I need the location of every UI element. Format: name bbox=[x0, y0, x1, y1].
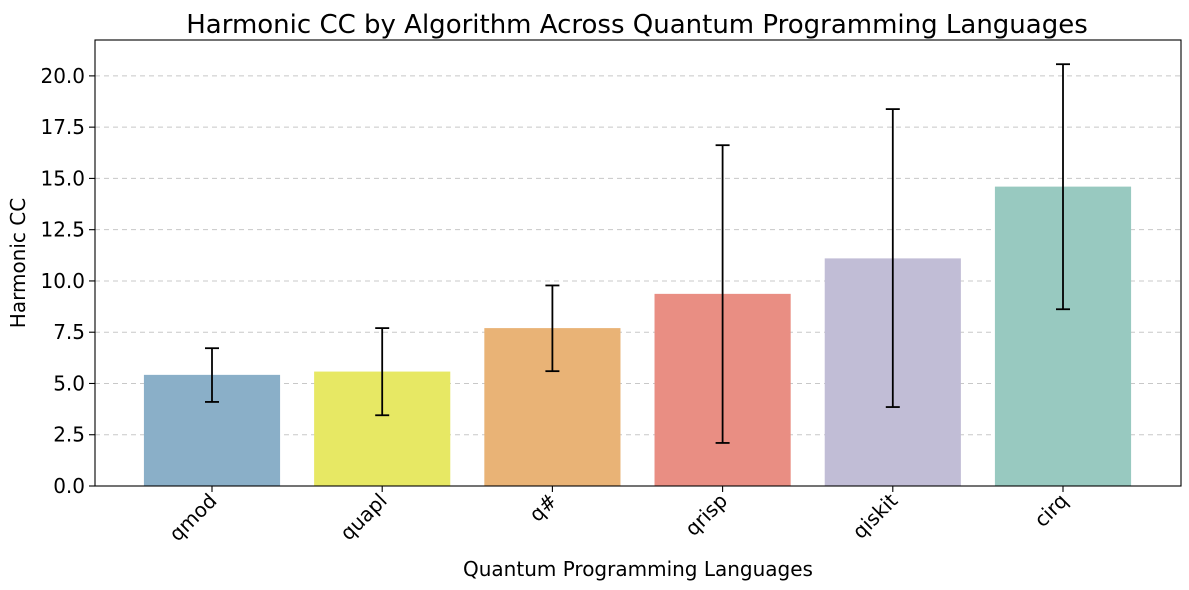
y-tick-label: 2.5 bbox=[53, 423, 85, 447]
error-bar-cirq bbox=[1056, 63, 1070, 311]
x-axis-label: Quantum Programming Languages bbox=[463, 557, 813, 581]
x-tick-label: qiskit bbox=[847, 488, 902, 543]
x-tick-label: cirq bbox=[1029, 489, 1072, 532]
x-tick-label: q# bbox=[524, 489, 562, 527]
x-tick-label: quapl bbox=[335, 489, 391, 545]
bars bbox=[143, 186, 1132, 486]
y-tick-label: 7.5 bbox=[53, 320, 85, 344]
y-tick-label: 17.5 bbox=[40, 115, 85, 139]
error-bar-qmod bbox=[205, 347, 219, 403]
error-bar-quapl bbox=[375, 327, 390, 417]
x-axis-ticks: qmod quapl q# qrisp qiskit cirq bbox=[164, 486, 1073, 546]
y-axis-ticks: 0.0 2.5 5.0 7.5 10.0 12.5 15.0 17.5 20.0 bbox=[40, 64, 95, 498]
y-tick-label: 20.0 bbox=[40, 64, 85, 88]
y-axis-label: Harmonic CC bbox=[6, 198, 30, 328]
x-tick-label: qmod bbox=[164, 489, 221, 546]
error-bars bbox=[205, 63, 1070, 444]
plot-frame bbox=[94, 39, 1182, 487]
x-tick-label: qrisp bbox=[680, 489, 732, 541]
chart-title: Harmonic CC by Algorithm Across Quantum … bbox=[186, 10, 1088, 40]
y-tick-label: 5.0 bbox=[53, 371, 85, 395]
y-tick-label: 10.0 bbox=[40, 269, 85, 293]
error-bar-qiskit bbox=[885, 108, 900, 408]
y-tick-label: 15.0 bbox=[40, 166, 85, 190]
error-bar-q# bbox=[545, 284, 560, 373]
y-tick-label: 12.5 bbox=[40, 218, 85, 242]
y-tick-label: 0.0 bbox=[53, 474, 85, 498]
error-bar-qrisp bbox=[715, 144, 730, 444]
